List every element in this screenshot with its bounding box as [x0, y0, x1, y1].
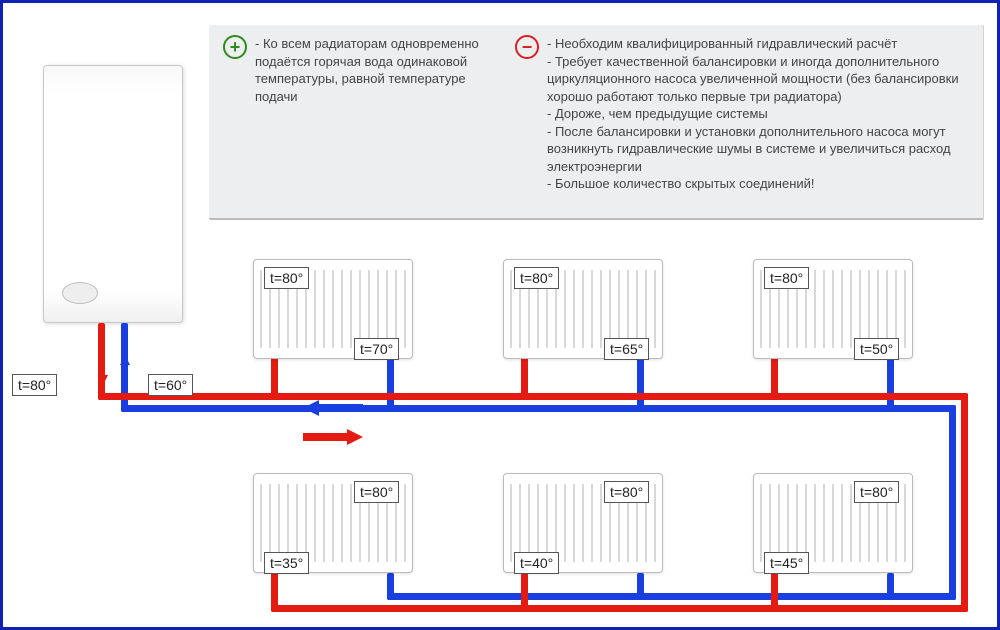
temp-rad-b1-in: t=80° [354, 481, 399, 503]
temp-rad-t1-in: t=80° [264, 267, 309, 289]
flow-arrow-return-icon [303, 398, 363, 418]
boiler-return-arrow-stem [123, 365, 127, 381]
temp-rad-t3-in: t=80° [764, 267, 809, 289]
boiler-supply-arrow-stem [101, 359, 105, 375]
pipe-return-main [121, 405, 956, 412]
pipe-rad-b3-out [887, 573, 894, 600]
pipe-rad-b2-out [637, 573, 644, 600]
diagram-frame: { "info": { "pros_text": "- Ко всем ради… [0, 0, 1000, 630]
pipe-supply-bottom [271, 605, 968, 612]
return-temp-label: t=60° [148, 374, 193, 396]
supply-temp-label: t=80° [12, 374, 57, 396]
flow-arrow-supply-icon [303, 427, 363, 447]
temp-rad-t3-out: t=50° [854, 338, 899, 360]
boiler-supply-arrow-icon [98, 375, 108, 385]
plus-icon: + [223, 35, 247, 59]
pipe-rad-b1-out [387, 573, 394, 600]
cons-column: − - Необходим квалифицированный гидравли… [515, 35, 969, 208]
boiler-return-arrow-icon [120, 355, 130, 365]
temp-rad-b2-in: t=80° [604, 481, 649, 503]
boiler [43, 65, 183, 323]
temp-rad-b3-in: t=80° [854, 481, 899, 503]
cons-text: - Необходим квалифицированный гидравличе… [547, 35, 969, 208]
temp-rad-b1-out: t=35° [264, 552, 309, 574]
pipe-return-right-down [949, 405, 956, 600]
temp-rad-b2-out: t=40° [514, 552, 559, 574]
pros-column: + - Ко всем радиаторам одновременно пода… [223, 35, 503, 208]
pipe-rad-b1-in [271, 573, 278, 612]
pros-text: - Ко всем радиаторам одновременно подаёт… [255, 35, 503, 208]
pipe-return-bottom [387, 593, 956, 600]
pipe-supply-right-down [961, 393, 968, 612]
pipe-rad-b3-in [771, 573, 778, 612]
minus-icon: − [515, 35, 539, 59]
temp-rad-b3-out: t=45° [764, 552, 809, 574]
pipe-rad-b2-in [521, 573, 528, 612]
pipe-supply-main [98, 393, 968, 400]
temp-rad-t2-out: t=65° [604, 338, 649, 360]
temp-rad-t2-in: t=80° [514, 267, 559, 289]
info-box: + - Ко всем радиаторам одновременно пода… [209, 25, 984, 220]
temp-rad-t1-out: t=70° [354, 338, 399, 360]
